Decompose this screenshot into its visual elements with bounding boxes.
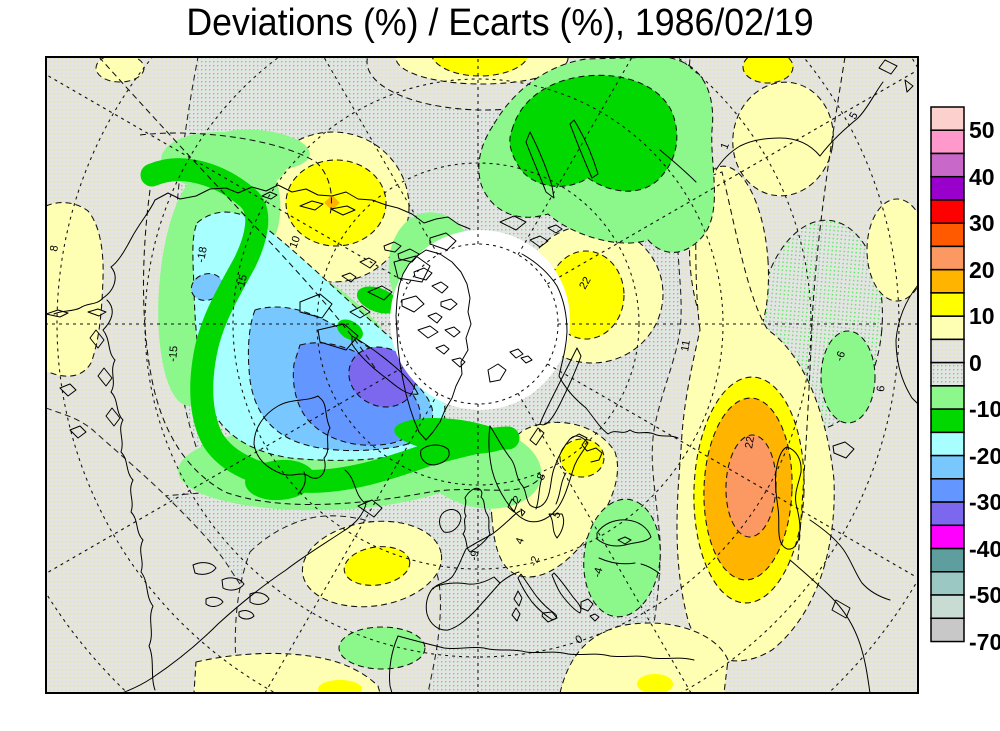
svg-text:-6: -6 bbox=[834, 350, 849, 363]
svg-text:-70: -70 bbox=[969, 629, 1000, 655]
svg-text:-20: -20 bbox=[969, 443, 1000, 469]
svg-text:1: 1 bbox=[719, 141, 732, 151]
svg-text:20: 20 bbox=[969, 257, 995, 283]
svg-text:10: 10 bbox=[969, 303, 995, 329]
svg-text:22: 22 bbox=[743, 435, 757, 449]
svg-text:-9: -9 bbox=[468, 550, 482, 562]
svg-text:-18: -18 bbox=[195, 246, 210, 264]
svg-text:40: 40 bbox=[969, 164, 995, 190]
svg-text:0: 0 bbox=[969, 350, 982, 376]
svg-text:-2: -2 bbox=[528, 555, 543, 568]
svg-text:0: 0 bbox=[574, 633, 585, 646]
svg-text:4: 4 bbox=[514, 536, 527, 546]
svg-text:-50: -50 bbox=[969, 582, 1000, 608]
svg-text:22: 22 bbox=[577, 275, 594, 292]
svg-text:-4: -4 bbox=[591, 566, 605, 579]
svg-text:11: 11 bbox=[679, 339, 693, 352]
svg-text:-15: -15 bbox=[234, 273, 250, 291]
svg-text:-40: -40 bbox=[969, 536, 1000, 562]
svg-text:5: 5 bbox=[847, 110, 860, 121]
svg-text:-15: -15 bbox=[167, 345, 180, 362]
svg-text:2: 2 bbox=[511, 494, 524, 506]
svg-text:-10: -10 bbox=[969, 396, 1000, 422]
svg-text:-30: -30 bbox=[969, 489, 1000, 515]
svg-text:30: 30 bbox=[969, 210, 995, 236]
svg-text:8: 8 bbox=[48, 244, 61, 252]
svg-text:10: 10 bbox=[288, 234, 303, 250]
svg-text:8: 8 bbox=[535, 472, 548, 483]
svg-text:6: 6 bbox=[875, 385, 887, 392]
svg-text:50: 50 bbox=[969, 117, 995, 143]
svg-text:5: 5 bbox=[550, 509, 563, 520]
